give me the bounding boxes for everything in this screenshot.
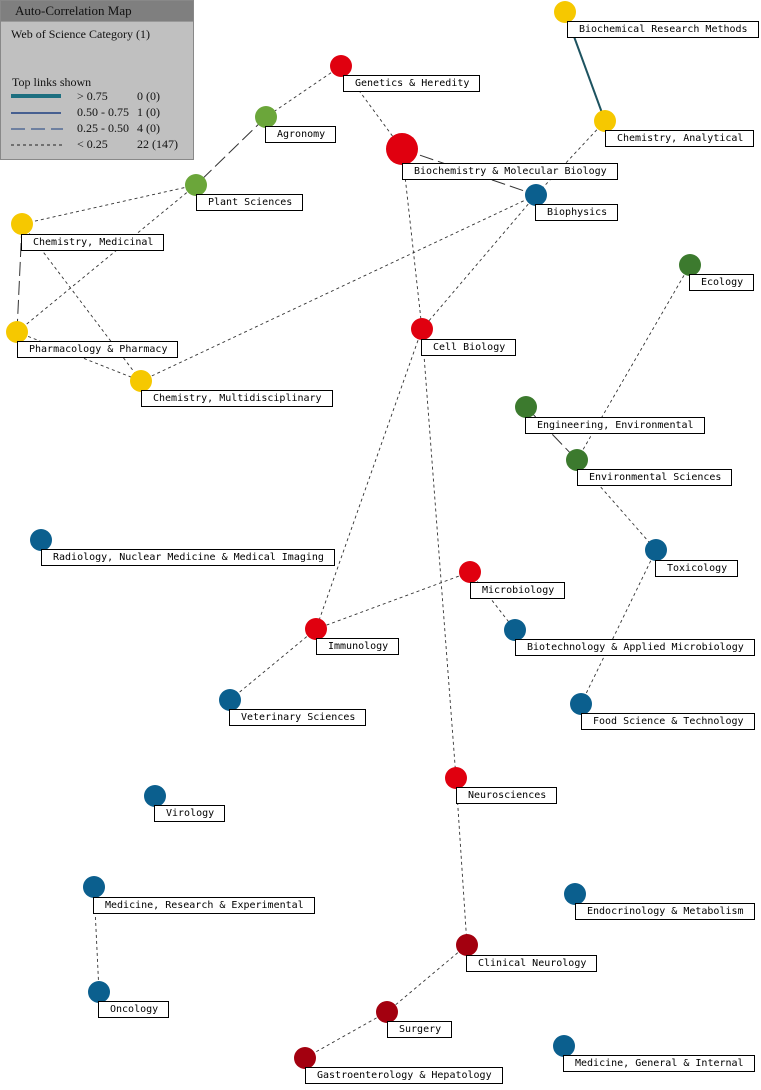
node-label-chemistry-multidisciplinary: Chemistry, Multidisciplinary <box>141 390 333 407</box>
node-label-endocrinology-metabolism: Endocrinology & Metabolism <box>575 903 755 920</box>
legend-range: < 0.25 <box>77 137 108 151</box>
node-cell-biology[interactable] <box>411 318 433 340</box>
node-veterinary-sciences[interactable] <box>219 689 241 711</box>
node-agronomy[interactable] <box>255 106 277 128</box>
node-clinical-neurology[interactable] <box>456 934 478 956</box>
node-pharmacology-pharmacy[interactable] <box>6 321 28 343</box>
node-label-biochemical-research-methods: Biochemical Research Methods <box>567 21 759 38</box>
node-label-medicine-general-internal: Medicine, General & Internal <box>563 1055 755 1072</box>
node-oncology[interactable] <box>88 981 110 1003</box>
node-label-biochemistry-molecular-biology: Biochemistry & Molecular Biology <box>402 163 618 180</box>
node-label-chemistry-analytical: Chemistry, Analytical <box>605 130 755 147</box>
dotted-line-swatch <box>11 144 63 146</box>
link-clinical-neurology-to-surgery <box>386 944 468 1013</box>
link-engineering-environmental-to-environmental-sciences <box>525 406 578 461</box>
link-biophysics-to-cell-biology <box>421 194 537 330</box>
node-label-veterinary-sciences: Veterinary Sciences <box>229 709 367 726</box>
thick-line-swatch <box>11 94 61 98</box>
node-label-microbiology: Microbiology <box>470 582 566 599</box>
node-ecology[interactable] <box>679 254 701 276</box>
node-environmental-sciences[interactable] <box>566 449 588 471</box>
link-genetics-heredity-to-agronomy <box>265 65 342 118</box>
link-chemistry-analytical-to-biophysics <box>535 120 606 196</box>
node-label-engineering-environmental: Engineering, Environmental <box>525 417 705 434</box>
node-label-agronomy: Agronomy <box>265 126 337 143</box>
link-microbiology-to-biotechnology-applied-microbiology <box>469 571 516 631</box>
node-label-biophysics: Biophysics <box>535 204 619 221</box>
legend-range: 0.50 - 0.75 <box>77 105 129 119</box>
node-radiology-nuclear-medicine-medical-imaging[interactable] <box>30 529 52 551</box>
link-toxicology-to-food-science-technology <box>580 549 657 705</box>
node-label-clinical-neurology: Clinical Neurology <box>466 955 598 972</box>
node-label-food-science-technology: Food Science & Technology <box>581 713 755 730</box>
node-endocrinology-metabolism[interactable] <box>564 883 586 905</box>
legend-count: 4 (0) <box>137 121 160 135</box>
legend-count: 1 (0) <box>137 105 160 119</box>
node-label-virology: Virology <box>154 805 226 822</box>
link-genetics-heredity-to-biochemistry-molecular-biology <box>340 65 403 150</box>
node-label-surgery: Surgery <box>387 1021 453 1038</box>
node-surgery[interactable] <box>376 1001 398 1023</box>
legend-links-heading: Top links shown <box>12 75 92 89</box>
link-agronomy-to-plant-sciences <box>195 116 267 186</box>
node-neurosciences[interactable] <box>445 767 467 789</box>
node-biotechnology-applied-microbiology[interactable] <box>504 619 526 641</box>
node-microbiology[interactable] <box>459 561 481 583</box>
node-label-radiology-nuclear-medicine-medical-imaging: Radiology, Nuclear Medicine & Medical Im… <box>41 549 335 566</box>
node-biophysics[interactable] <box>525 184 547 206</box>
legend-row-solid: 0.50 - 0.75 1 (0) <box>9 105 189 119</box>
node-biochemistry-molecular-biology[interactable] <box>386 133 418 165</box>
link-plant-sciences-to-pharmacology-pharmacy <box>16 184 197 333</box>
node-label-oncology: Oncology <box>98 1001 170 1018</box>
node-medicine-research-experimental[interactable] <box>83 876 105 898</box>
node-label-immunology: Immunology <box>316 638 400 655</box>
node-label-gastroenterology-hepatology: Gastroenterology & Hepatology <box>305 1067 503 1084</box>
node-engineering-environmental[interactable] <box>515 396 537 418</box>
link-plant-sciences-to-chemistry-medicinal <box>21 184 197 225</box>
node-genetics-heredity[interactable] <box>330 55 352 77</box>
link-immunology-to-veterinary-sciences <box>229 628 317 701</box>
legend-count: 22 (147) <box>137 137 178 151</box>
node-virology[interactable] <box>144 785 166 807</box>
node-chemistry-multidisciplinary[interactable] <box>130 370 152 392</box>
longdash-line-swatch <box>11 128 63 130</box>
node-label-chemistry-medicinal: Chemistry, Medicinal <box>21 234 165 251</box>
legend-row-thick: > 0.75 0 (0) <box>9 89 189 103</box>
link-microbiology-to-immunology <box>315 571 471 630</box>
legend-subtitle: Web of Science Category (1) <box>11 27 150 41</box>
node-label-genetics-heredity: Genetics & Heredity <box>343 75 481 92</box>
node-immunology[interactable] <box>305 618 327 640</box>
legend-count: 0 (0) <box>137 89 160 103</box>
node-label-toxicology: Toxicology <box>655 560 739 577</box>
link-cell-biology-to-neurosciences <box>421 328 457 779</box>
legend-title: Auto-Correlation Map <box>1 1 193 22</box>
node-biochemical-research-methods[interactable] <box>554 1 576 23</box>
node-food-science-technology[interactable] <box>570 693 592 715</box>
node-label-medicine-research-experimental: Medicine, Research & Experimental <box>93 897 315 914</box>
node-gastroenterology-hepatology[interactable] <box>294 1047 316 1069</box>
solid-line-swatch <box>11 112 61 114</box>
link-surgery-to-gastroenterology-hepatology <box>304 1011 388 1059</box>
node-medicine-general-internal[interactable] <box>553 1035 575 1057</box>
node-label-plant-sciences: Plant Sciences <box>196 194 304 211</box>
node-chemistry-medicinal[interactable] <box>11 213 33 235</box>
node-plant-sciences[interactable] <box>185 174 207 196</box>
node-chemistry-analytical[interactable] <box>594 110 616 132</box>
legend-row-dotted: < 0.25 22 (147) <box>9 137 189 151</box>
node-label-neurosciences: Neurosciences <box>456 787 558 804</box>
legend-range: > 0.75 <box>77 89 108 103</box>
node-toxicology[interactable] <box>645 539 667 561</box>
link-cell-biology-to-immunology <box>315 328 423 630</box>
legend-range: 0.25 - 0.50 <box>77 121 129 135</box>
node-label-biotechnology-applied-microbiology: Biotechnology & Applied Microbiology <box>515 639 755 656</box>
link-neurosciences-to-clinical-neurology <box>455 777 468 946</box>
node-label-pharmacology-pharmacy: Pharmacology & Pharmacy <box>17 341 179 358</box>
legend-row-longdash: 0.25 - 0.50 4 (0) <box>9 121 189 135</box>
node-label-cell-biology: Cell Biology <box>421 339 517 356</box>
node-label-environmental-sciences: Environmental Sciences <box>577 469 733 486</box>
legend-panel: Auto-Correlation Map Web of Science Cate… <box>0 0 194 160</box>
link-chemistry-multidisciplinary-to-biophysics <box>140 194 537 382</box>
node-label-ecology: Ecology <box>689 274 755 291</box>
